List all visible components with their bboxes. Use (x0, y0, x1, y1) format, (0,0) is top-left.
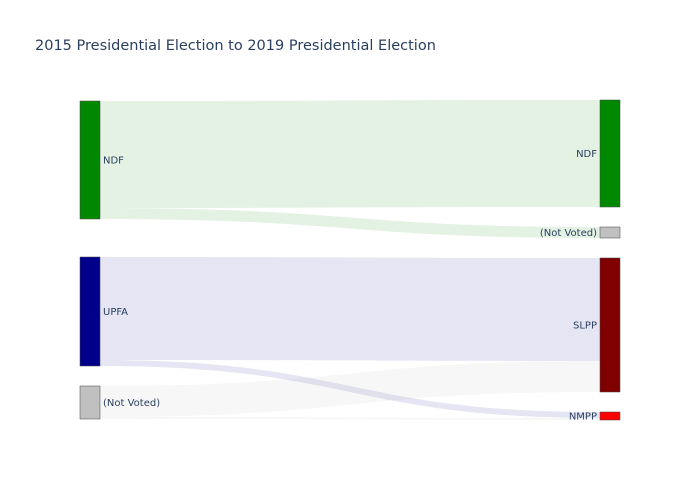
label-notvoted_2019: (Not Voted) (540, 228, 597, 239)
label-ndf_2015: NDF (103, 156, 124, 167)
node-notvoted_2019 (599, 226, 621, 239)
node-slpp_2019 (599, 257, 621, 393)
link-notvoted_2015-to-nmpp_2019 (100, 417, 600, 420)
node-nmpp_2019 (599, 411, 621, 421)
sankey-links (100, 100, 600, 420)
sankey-labels: NDF UPFA (Not Voted) NDF (Not Voted) SLPP NMPP (103, 149, 597, 423)
link-notvoted_2015-to-slpp_2019 (100, 361, 600, 417)
node-ndf_2019 (599, 99, 621, 208)
node-notvoted_2015 (79, 385, 101, 420)
label-slpp_2019: SLPP (573, 321, 597, 332)
label-nmpp_2019: NMPP (569, 412, 597, 423)
label-ndf_2019: NDF (576, 149, 597, 160)
link-upfa_2015-to-slpp_2019 (100, 257, 600, 361)
label-upfa_2015: UPFA (103, 307, 128, 318)
link-upfa_2015-to-nmpp_2019 (100, 360, 600, 418)
chart-title: 2015 Presidential Election to 2019 Presi… (35, 38, 436, 54)
label-notvoted_2015: (Not Voted) (103, 398, 160, 409)
sankey-nodes (79, 99, 621, 421)
link-ndf_2015-to-ndf_2019 (100, 100, 600, 208)
node-upfa_2015 (79, 256, 101, 367)
link-ndf_2015-to-notvoted_2019 (100, 208, 600, 238)
node-ndf_2015 (79, 100, 101, 220)
